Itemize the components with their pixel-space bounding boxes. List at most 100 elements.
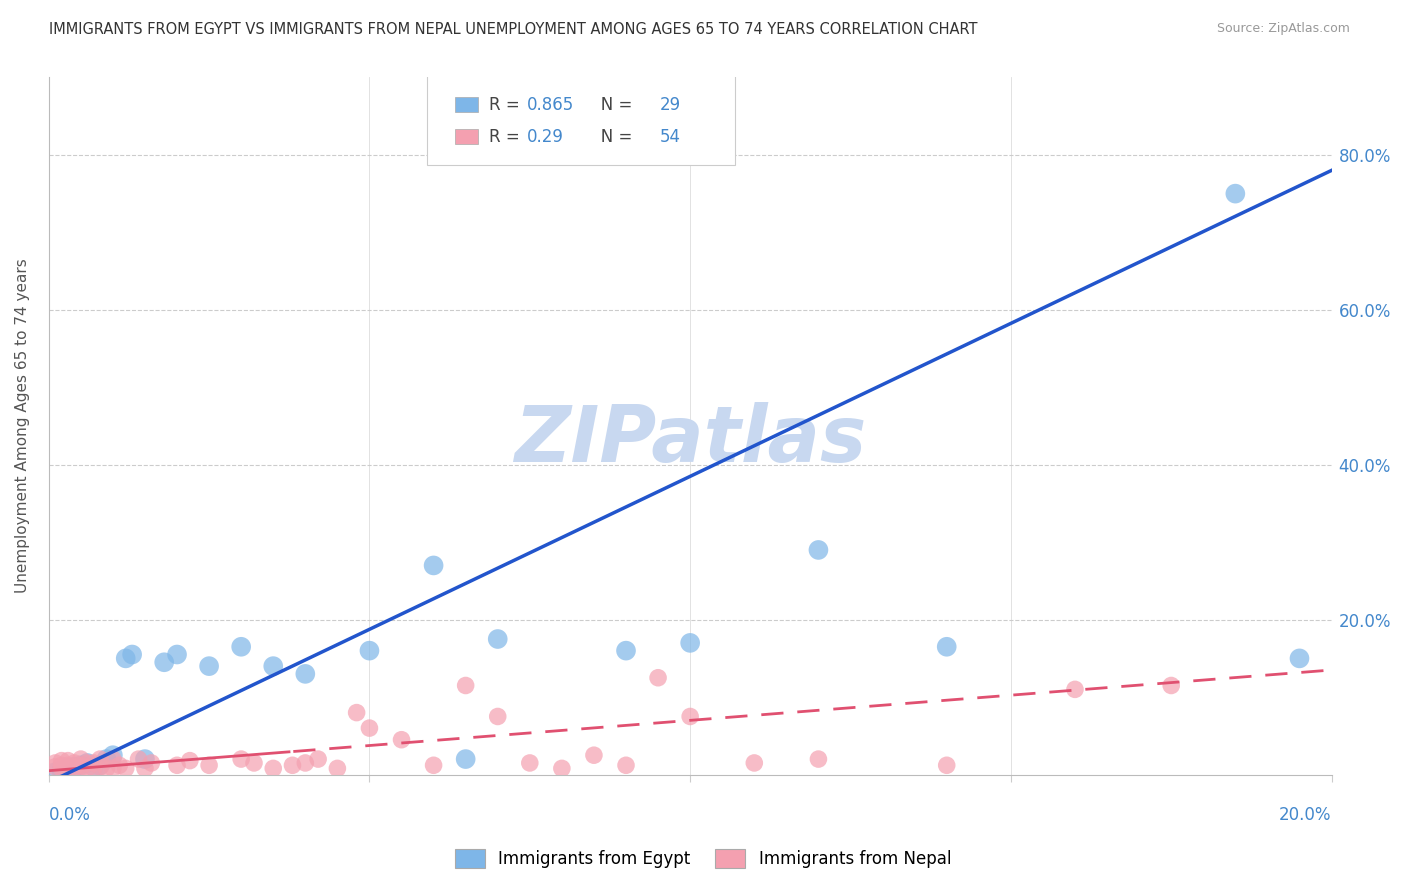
Point [166, 648, 188, 662]
Text: ZIPatlas: ZIPatlas [515, 402, 866, 478]
Point [231, 640, 253, 654]
Point [742, 756, 765, 770]
Point [83, 760, 105, 774]
Point [179, 754, 201, 768]
Point [128, 752, 150, 766]
Point [101, 748, 124, 763]
Text: 54: 54 [659, 128, 681, 145]
Point [141, 756, 163, 770]
Point [198, 659, 221, 673]
Point [56, 754, 79, 768]
Point [614, 758, 637, 772]
Point [51, 754, 73, 768]
Text: 0.29: 0.29 [527, 128, 564, 145]
Point [454, 678, 477, 692]
Point [114, 761, 136, 775]
Point [359, 643, 381, 657]
Point [89, 752, 111, 766]
Point [359, 721, 381, 735]
Point [76, 756, 98, 770]
Point [76, 761, 98, 775]
Point [89, 760, 111, 774]
Text: IMMIGRANTS FROM EGYPT VS IMMIGRANTS FROM NEPAL UNEMPLOYMENT AMONG AGES 65 TO 74 : IMMIGRANTS FROM EGYPT VS IMMIGRANTS FROM… [49, 22, 977, 37]
Point [69, 758, 91, 772]
Text: R =: R = [489, 96, 524, 114]
Point [44, 756, 66, 770]
Point [114, 651, 136, 665]
Text: 20.0%: 20.0% [1279, 806, 1331, 824]
Point [1160, 678, 1182, 692]
Point [1064, 682, 1087, 697]
Point [422, 558, 444, 573]
Point [101, 752, 124, 766]
Point [582, 748, 605, 763]
Point [63, 761, 86, 775]
Point [134, 761, 156, 775]
Point [153, 655, 176, 669]
Point [108, 758, 131, 772]
Point [679, 636, 702, 650]
FancyBboxPatch shape [456, 128, 478, 144]
Point [69, 761, 91, 775]
Point [51, 758, 73, 772]
Point [647, 671, 669, 685]
Point [198, 758, 221, 772]
Point [101, 761, 124, 775]
Point [51, 764, 73, 778]
Point [51, 761, 73, 775]
Text: 29: 29 [659, 96, 681, 114]
Point [519, 756, 541, 770]
Text: N =: N = [585, 96, 637, 114]
Point [76, 756, 98, 770]
Point [391, 732, 413, 747]
Point [454, 752, 477, 766]
FancyBboxPatch shape [456, 97, 478, 112]
Point [166, 758, 188, 772]
Point [243, 756, 266, 770]
Point [281, 758, 304, 772]
Y-axis label: Unemployment Among Ages 65 to 74 years: Unemployment Among Ages 65 to 74 years [15, 259, 30, 593]
Point [83, 761, 105, 775]
Legend: Immigrants from Egypt, Immigrants from Nepal: Immigrants from Egypt, Immigrants from N… [449, 842, 957, 875]
Point [935, 640, 957, 654]
Text: 0.0%: 0.0% [49, 806, 90, 824]
Text: N =: N = [585, 128, 637, 145]
Point [326, 761, 349, 775]
Point [63, 760, 86, 774]
Point [294, 756, 316, 770]
Point [83, 756, 105, 770]
Point [294, 666, 316, 681]
Point [614, 643, 637, 657]
Text: Source: ZipAtlas.com: Source: ZipAtlas.com [1216, 22, 1350, 36]
Point [89, 758, 111, 772]
Point [96, 752, 118, 766]
Point [486, 709, 509, 723]
Point [422, 758, 444, 772]
FancyBboxPatch shape [427, 74, 735, 165]
Point [121, 648, 143, 662]
Point [486, 632, 509, 646]
Point [63, 756, 86, 770]
Point [1225, 186, 1247, 201]
Point [231, 752, 253, 766]
Point [307, 752, 329, 766]
Point [262, 659, 284, 673]
Point [44, 765, 66, 780]
Point [56, 761, 79, 775]
Point [935, 758, 957, 772]
Point [56, 761, 79, 775]
Point [807, 752, 830, 766]
Point [56, 758, 79, 772]
Point [1288, 651, 1310, 665]
Point [262, 761, 284, 775]
Point [96, 761, 118, 775]
Point [346, 706, 368, 720]
Point [44, 760, 66, 774]
Text: R =: R = [489, 128, 524, 145]
Point [134, 752, 156, 766]
Point [679, 709, 702, 723]
Point [69, 758, 91, 772]
Point [551, 761, 574, 775]
Text: 0.865: 0.865 [527, 96, 575, 114]
Point [69, 752, 91, 766]
